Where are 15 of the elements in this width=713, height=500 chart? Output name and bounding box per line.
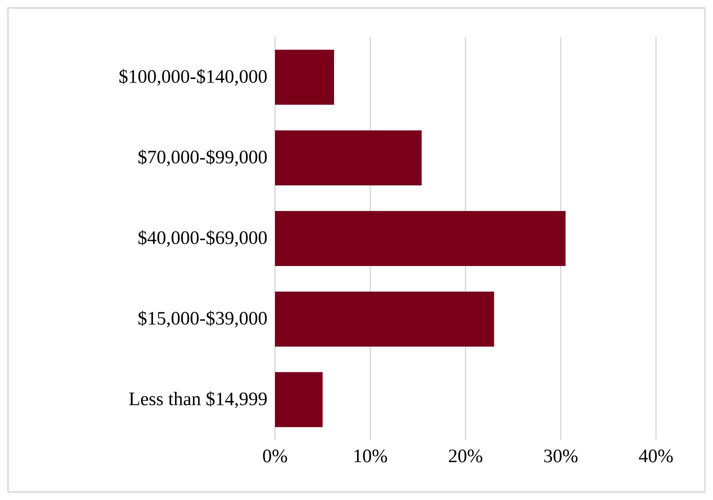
x-tick-label: 10% [354, 450, 388, 462]
x-tick-label: 0% [263, 450, 288, 462]
bar [275, 292, 494, 347]
x-tick-label: 30% [544, 450, 578, 462]
bar [275, 372, 323, 428]
y-tick-label: $100,000-$140,000 [119, 68, 267, 86]
y-tick-label: $70,000-$99,000 [138, 150, 267, 166]
x-tick-label: 40% [638, 450, 673, 462]
y-tick-label: $15,000-$39,000 [138, 310, 267, 328]
bar [275, 130, 422, 186]
bar [275, 210, 566, 266]
bar [275, 50, 334, 105]
x-tick-label: 20% [448, 450, 482, 462]
y-tick-label: $40,000-$69,000 [138, 230, 267, 247]
y-tick-label: Less than $14,999 [129, 391, 267, 408]
